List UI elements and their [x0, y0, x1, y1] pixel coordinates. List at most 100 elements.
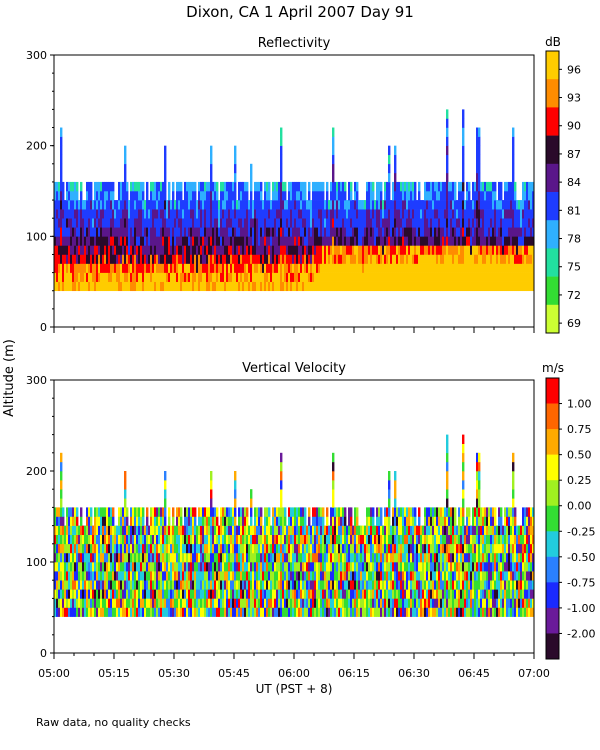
heatmap-cell — [328, 598, 331, 608]
colorbar-tick-label: 81 — [567, 204, 581, 217]
heatmap-cell — [280, 200, 283, 210]
heatmap-cell — [342, 209, 345, 219]
heatmap-cell — [128, 543, 131, 554]
heatmap-cell — [324, 281, 327, 292]
heatmap-cell — [282, 562, 285, 572]
heatmap-cell — [198, 281, 201, 292]
heatmap-cell — [430, 263, 433, 273]
heatmap-cell — [136, 263, 139, 273]
heatmap-cell — [180, 543, 183, 554]
heatmap-cell — [230, 598, 233, 608]
heatmap-cell — [516, 236, 519, 246]
heatmap-cell — [344, 607, 347, 617]
heatmap-cell — [54, 543, 57, 554]
heatmap-cell — [240, 236, 243, 246]
heatmap-cell — [402, 236, 405, 246]
heatmap-cell — [152, 598, 155, 608]
heatmap-cell — [466, 236, 469, 246]
heatmap-cell — [216, 254, 219, 264]
heatmap-cell — [188, 562, 191, 572]
heatmap-cell — [424, 218, 427, 228]
heatmap-cell — [104, 525, 107, 535]
heatmap-cell — [472, 218, 475, 228]
heatmap-cell — [460, 263, 463, 273]
heatmap-cell — [216, 598, 219, 608]
heatmap-cell — [356, 525, 359, 535]
heatmap-cell — [350, 552, 353, 563]
heatmap-cell — [238, 562, 241, 572]
heatmap-cell — [218, 543, 221, 554]
heatmap-cell — [320, 589, 323, 599]
heatmap-cell — [290, 281, 293, 292]
heatmap-cell — [400, 281, 403, 292]
heatmap-cell — [456, 209, 459, 219]
heatmap-cell — [386, 218, 389, 228]
heatmap-cell — [326, 236, 329, 246]
heatmap-cell — [336, 552, 339, 563]
heatmap-cell — [204, 245, 207, 255]
heatmap-cell — [304, 525, 307, 535]
heatmap-cell — [480, 281, 483, 292]
heatmap-cell — [122, 516, 125, 526]
heatmap-cell — [208, 281, 211, 292]
heatmap-cell — [222, 236, 225, 246]
reflectivity-colorbar-unit: dB — [545, 35, 561, 49]
heatmap-cell — [380, 552, 383, 563]
heatmap-cell — [388, 543, 391, 554]
heatmap-cell — [502, 281, 505, 292]
heatmap-cell — [494, 272, 497, 282]
heatmap-cell — [76, 562, 79, 572]
heatmap-cell — [262, 263, 265, 273]
heatmap-cell — [494, 245, 497, 255]
heatmap-cell — [476, 181, 479, 192]
heatmap-cell — [314, 245, 317, 255]
heatmap-cell — [104, 209, 107, 219]
heatmap-cell — [172, 562, 175, 572]
heatmap-cell — [470, 236, 473, 246]
heatmap-cell — [448, 200, 451, 210]
heatmap-cell — [186, 507, 189, 517]
heatmap-cell — [292, 562, 295, 572]
heatmap-cell — [332, 607, 335, 617]
heatmap-cell — [368, 191, 371, 201]
heatmap-cell — [72, 254, 75, 264]
heatmap-cell — [280, 562, 283, 572]
heatmap-cell — [264, 191, 267, 201]
heatmap-cell — [232, 525, 235, 535]
heatmap-cell — [202, 580, 205, 590]
heatmap-cell — [360, 218, 363, 228]
heatmap-cell — [518, 272, 521, 282]
heatmap-cell — [358, 272, 361, 282]
heatmap-cell — [334, 580, 337, 590]
heatmap-cell — [332, 236, 335, 246]
heatmap-cell — [254, 254, 257, 264]
heatmap-cell — [84, 227, 87, 237]
heatmap-cell — [364, 245, 367, 255]
heatmap-cell — [172, 181, 175, 192]
heatmap-cell — [138, 272, 141, 282]
heatmap-cell — [250, 191, 253, 201]
heatmap-cell — [324, 552, 327, 563]
heatmap-cell — [200, 254, 203, 264]
heatmap-cell — [420, 254, 423, 264]
heatmap-cell — [280, 534, 283, 545]
heatmap-cell — [332, 480, 335, 490]
heatmap-cell — [508, 272, 511, 282]
heatmap-cell — [104, 562, 107, 572]
heatmap-cell — [286, 571, 289, 581]
heatmap-cell — [254, 281, 257, 292]
heatmap-cell — [312, 507, 315, 517]
heatmap-cell — [230, 589, 233, 599]
heatmap-cell — [268, 245, 271, 255]
heatmap-cell — [346, 589, 349, 599]
heatmap-cell — [74, 589, 77, 599]
heatmap-cell — [468, 218, 471, 228]
heatmap-cell — [428, 181, 431, 192]
heatmap-cell — [160, 236, 163, 246]
heatmap-cell — [232, 598, 235, 608]
heatmap-cell — [402, 245, 405, 255]
heatmap-cell — [202, 191, 205, 201]
heatmap-cell — [192, 181, 195, 192]
heatmap-cell — [204, 281, 207, 292]
heatmap-cell — [84, 607, 87, 617]
